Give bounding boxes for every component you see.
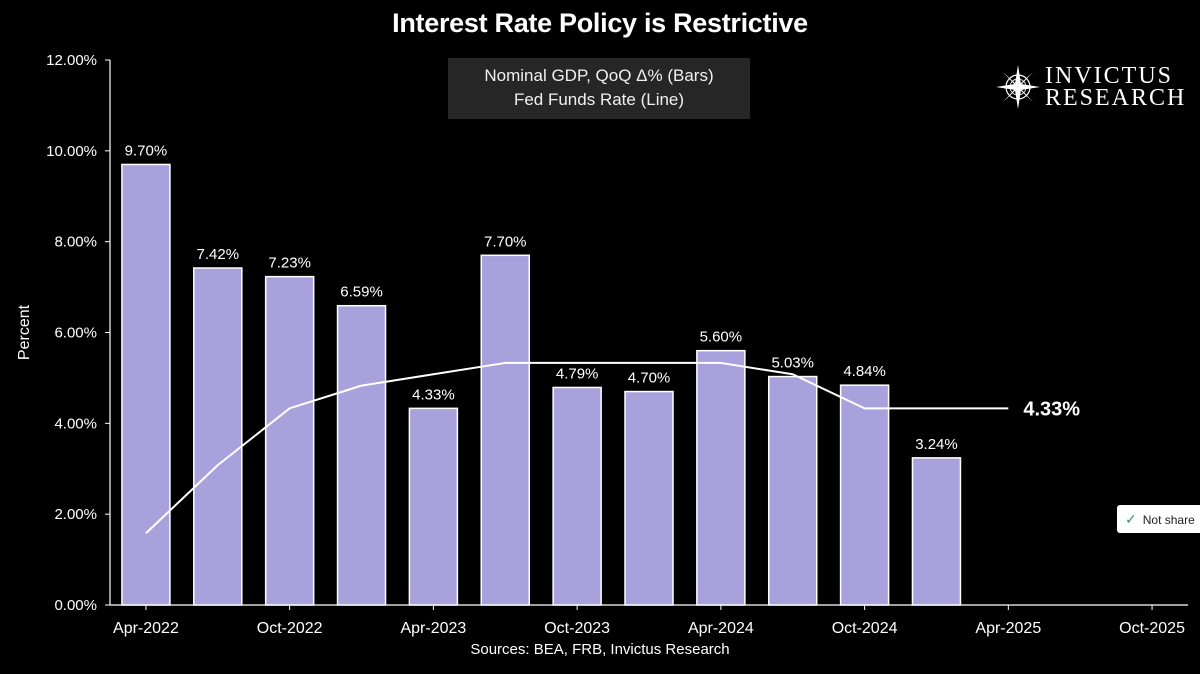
brand-logo: INVICTUS RESEARCH [995,64,1195,110]
x-tick-label: Oct-2022 [257,620,323,637]
bar-value-label: 6.59% [340,284,383,301]
x-tick-label: Oct-2023 [544,620,610,637]
bar [552,386,602,606]
bar-value-label: 4.79% [556,365,599,382]
bar [193,267,243,606]
bar-value-label: 9.70% [125,142,168,159]
bar-value-label: 7.70% [484,233,527,250]
bar [408,407,459,606]
bar-value-label: 3.24% [915,436,958,453]
x-tick-label: Apr-2023 [400,620,466,637]
compass-icon [996,65,1040,109]
bar-value-label: 4.84% [843,363,886,380]
y-axis-label: Percent [16,304,33,360]
x-tick-label: Oct-2025 [1119,620,1185,637]
brand-name-line2: RESEARCH [1045,85,1187,111]
bar [696,349,746,606]
bar [839,384,890,606]
bar [911,457,962,606]
y-tick-label: 10.00% [46,143,97,160]
not-shared-badge[interactable]: ✓ Not share [1117,505,1200,533]
x-tick-label: Oct-2024 [832,620,898,637]
y-tick-label: 6.00% [54,325,97,342]
fed-funds-line [145,361,1009,534]
check-icon: ✓ [1125,511,1137,527]
bar-value-label: 7.42% [197,246,240,263]
y-tick-label: 8.00% [54,234,97,251]
bar-value-label: 7.23% [268,255,311,272]
bar [767,375,818,606]
bar-value-label: 5.60% [700,329,743,346]
legend-entry-line: Fed Funds Rate (Line) [513,90,685,109]
y-tick-label: 2.00% [54,506,97,523]
bar-value-label: 5.03% [771,355,814,372]
bar-value-label: 4.70% [628,370,671,387]
bar [624,390,674,606]
x-tick-label: Apr-2024 [688,620,754,637]
x-tick-label: Apr-2025 [975,620,1041,637]
bar [336,304,387,606]
bar [480,254,531,606]
x-tick-label: Apr-2022 [113,620,179,637]
badge-label: Not share [1142,513,1195,527]
brand-name-line1: INVICTUS [1045,63,1173,89]
y-tick-label: 4.00% [54,415,97,432]
y-tick-label: 0.00% [54,597,97,614]
bar [264,275,315,606]
bar [121,163,171,606]
legend-entry-bars: Nominal GDP, QoQ Δ% (Bars) [484,66,714,85]
y-tick-label: 12.00% [46,52,97,69]
source-note: Sources: BEA, FRB, Invictus Research [470,641,730,658]
legend: Nominal GDP, QoQ Δ% (Bars) Fed Funds Rat… [448,58,750,119]
line-end-label: 4.33% [1023,398,1080,420]
bar-value-label: 4.33% [412,386,455,403]
chart-title: Interest Rate Policy is Restrictive [392,8,808,38]
